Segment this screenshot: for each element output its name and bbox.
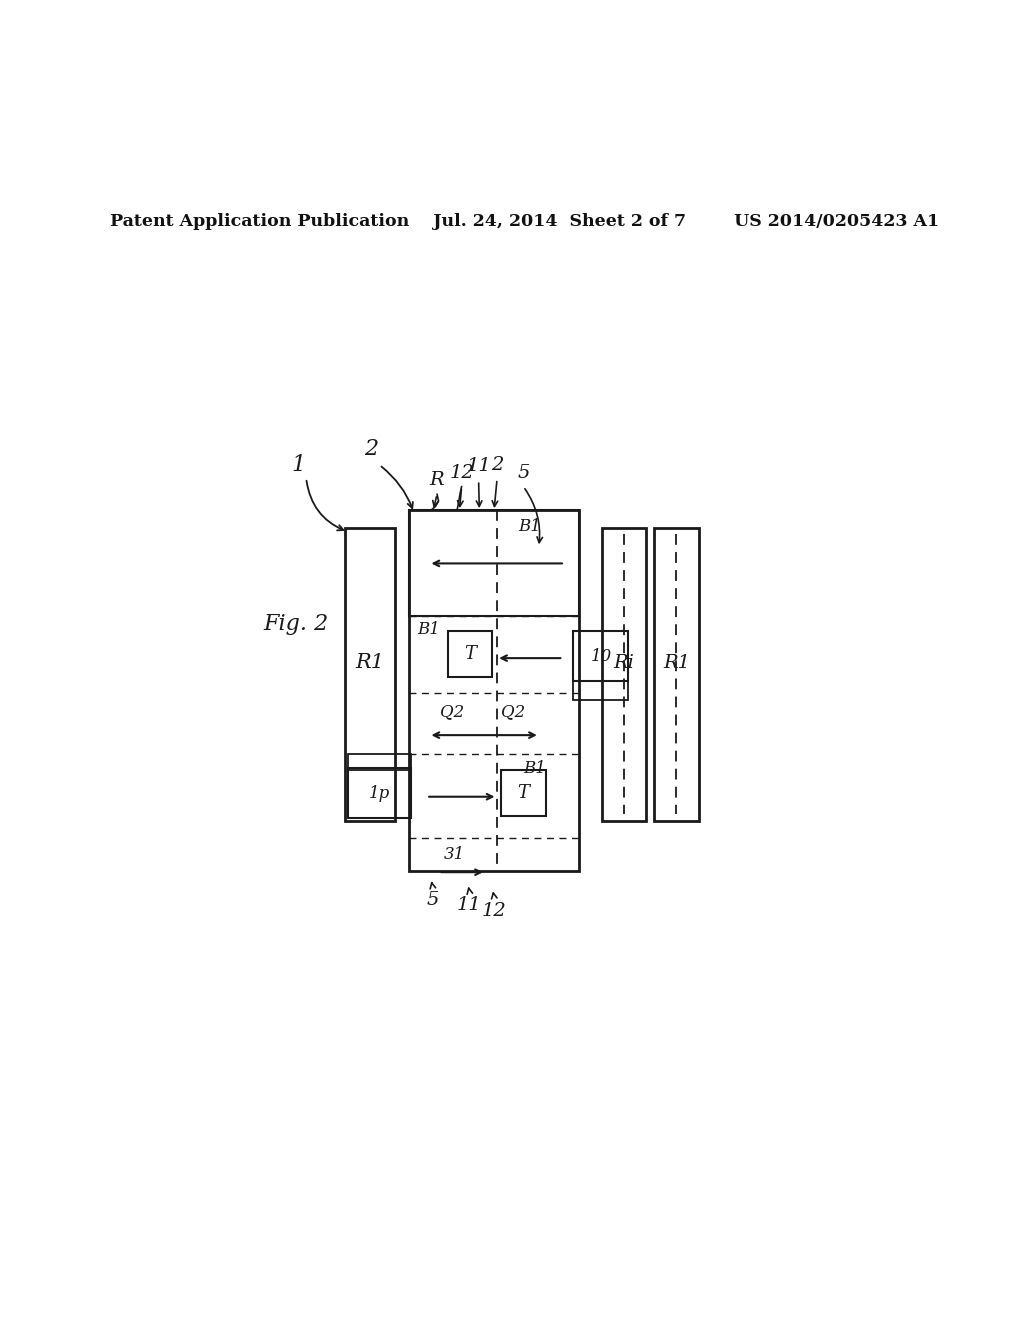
Text: 1p: 1p (369, 785, 390, 801)
Text: T: T (464, 645, 476, 663)
Bar (348, 755, 411, 770)
Bar (348, 768, 411, 818)
Text: R1: R1 (355, 653, 384, 672)
Text: Q2: Q2 (501, 704, 525, 721)
Text: 31: 31 (443, 846, 465, 863)
Text: T: T (517, 784, 529, 801)
Text: R1: R1 (663, 653, 690, 672)
Text: 2: 2 (365, 438, 379, 461)
Text: B1: B1 (518, 517, 541, 535)
Text: R: R (430, 471, 444, 490)
Bar (572, 681, 628, 701)
Text: 11: 11 (457, 896, 481, 915)
Bar (410, 510, 579, 871)
Text: Ri: Ri (613, 653, 635, 672)
Text: 12: 12 (481, 902, 507, 920)
Text: B1: B1 (417, 622, 440, 638)
Bar (572, 631, 628, 681)
Bar (654, 528, 698, 821)
Bar (501, 770, 546, 816)
Bar (410, 510, 579, 615)
Text: 10: 10 (591, 648, 612, 665)
Text: 5: 5 (517, 463, 529, 482)
Text: Patent Application Publication    Jul. 24, 2014  Sheet 2 of 7        US 2014/020: Patent Application Publication Jul. 24, … (111, 213, 939, 230)
Text: 5: 5 (426, 891, 438, 909)
Bar (345, 528, 394, 821)
Text: B1: B1 (523, 760, 546, 776)
Text: Fig. 2: Fig. 2 (263, 614, 329, 635)
Text: 2: 2 (490, 455, 503, 474)
Bar (447, 631, 493, 677)
Text: Q2: Q2 (439, 704, 464, 721)
Text: 12: 12 (450, 463, 474, 482)
Bar (602, 528, 646, 821)
Text: 11: 11 (466, 458, 490, 475)
Text: 1: 1 (292, 454, 305, 477)
